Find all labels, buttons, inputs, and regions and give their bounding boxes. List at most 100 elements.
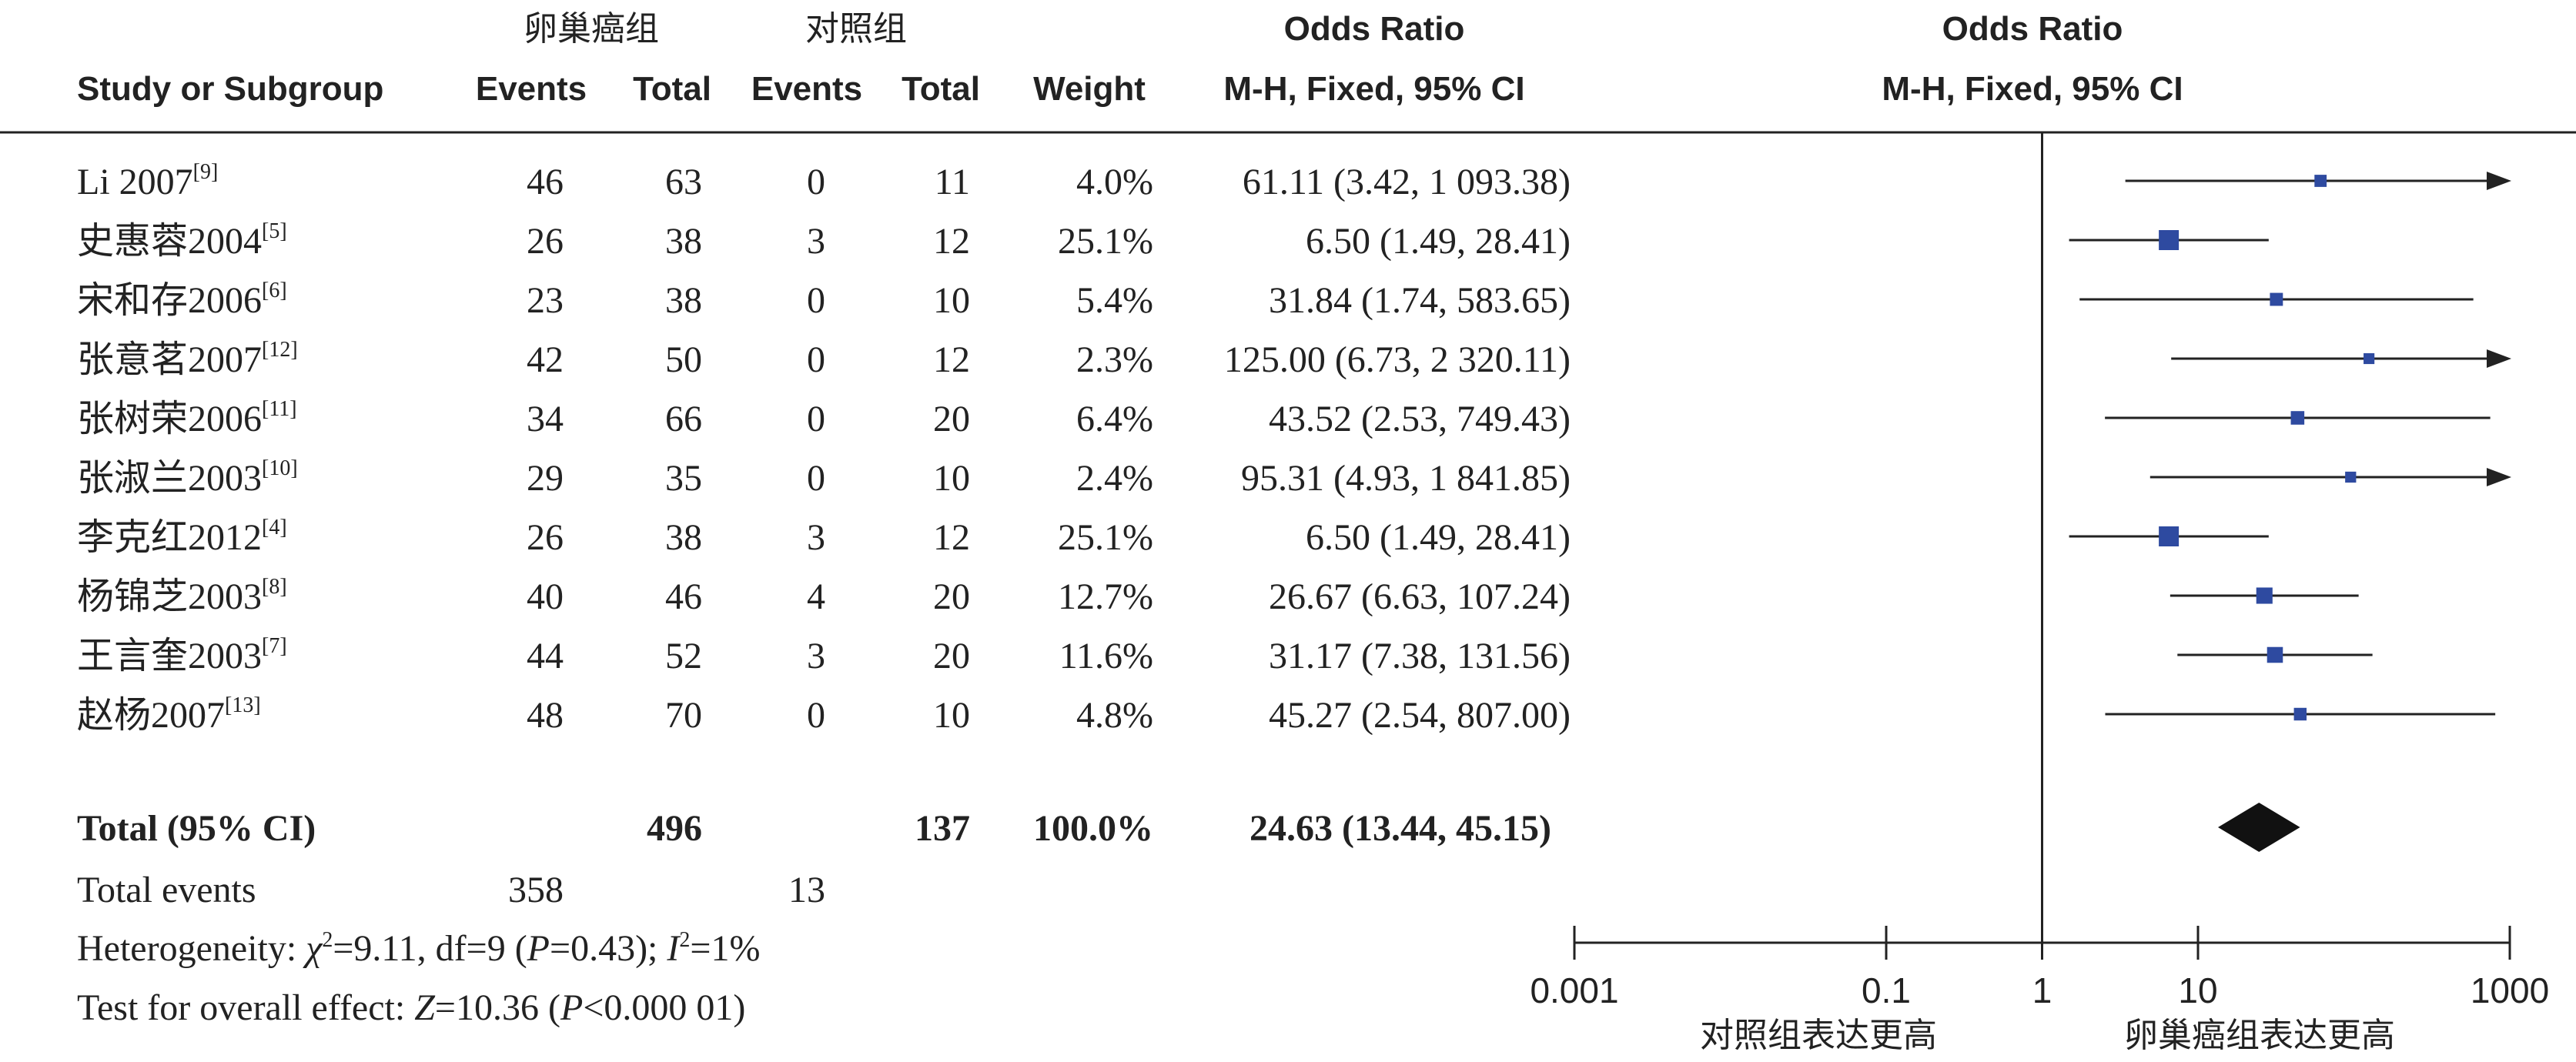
header-or-title-left: Odds Ratio	[1284, 10, 1465, 48]
header-or-method-right: M-H, Fixed, 95% CI	[1882, 70, 2183, 108]
cell-events-1: 26	[527, 517, 564, 558]
total-diamond	[2218, 803, 2300, 852]
cell-total-1: 66	[665, 399, 702, 439]
cell-events-1: 40	[527, 576, 564, 617]
cell-total-2: 20	[933, 636, 970, 676]
cell-odds-ratio-ci: 31.84 (1.74, 583.65)	[1269, 280, 1571, 321]
cell-weight: 25.1%	[1058, 221, 1153, 262]
cell-weight: 5.4%	[1076, 280, 1153, 321]
cell-odds-ratio-ci: 31.17 (7.38, 131.56)	[1269, 636, 1571, 676]
cell-total-2: 10	[933, 280, 970, 321]
cell-total-2: 12	[933, 517, 970, 558]
cell-total-1: 50	[665, 339, 702, 380]
point-estimate-square	[2364, 352, 2375, 365]
cell-events-1: 46	[527, 162, 564, 202]
study-row: 张意茗2007[12] 42 50 0 12 2.3% 125.00 (6.73, 2 32…	[77, 338, 1571, 380]
cell-events-2: 0	[807, 280, 825, 321]
cell-events-2: 0	[807, 458, 825, 499]
study-row: 杨锦芝2003[8] 40 46 4 20 12.7% 26.67 (6.63, 107.2…	[77, 575, 1571, 617]
header-study: Study or Subgroup	[77, 70, 383, 108]
total-t1: 496	[647, 808, 702, 849]
total-events-e1: 358	[508, 870, 564, 910]
cell-events-1: 23	[527, 280, 564, 321]
cell-events-2: 3	[807, 517, 825, 558]
cell-weight: 25.1%	[1058, 517, 1153, 558]
ci-arrow	[2487, 468, 2511, 486]
header-total-1: Total	[633, 70, 711, 108]
total-events-e2: 13	[788, 870, 825, 910]
cell-total-2: 10	[933, 458, 970, 499]
study-name: 赵杨2007[13]	[77, 693, 261, 736]
overall-effect-text: Test for overall effect: Z=10.36 (P<0.00…	[77, 987, 745, 1028]
study-row: 史惠蓉2004[5] 26 38 3 12 25.1% 6.50 (1.49, 28.41)	[77, 219, 1571, 262]
study-name: 张意茗2007[12]	[77, 338, 298, 380]
header-weight: Weight	[1033, 70, 1146, 108]
header-events-1: Events	[476, 70, 587, 108]
x-tick-label: 0.1	[1862, 970, 1911, 1010]
cell-total-2: 12	[933, 339, 970, 380]
x-tick-label: 1000	[2471, 970, 2549, 1010]
cell-events-2: 0	[807, 339, 825, 380]
cell-weight: 11.6%	[1059, 636, 1153, 676]
study-name: Li 2007[9]	[77, 160, 218, 202]
cell-weight: 4.8%	[1076, 695, 1153, 736]
cell-events-1: 26	[527, 221, 564, 262]
cell-total-2: 12	[933, 221, 970, 262]
cell-events-2: 3	[807, 636, 825, 676]
point-estimate-square	[2290, 411, 2305, 425]
study-row: 李克红2012[4] 26 38 3 12 25.1% 6.50 (1.49, 28.41)	[77, 516, 1571, 558]
cell-events-2: 3	[807, 221, 825, 262]
xlabel-left: 对照组表达更高	[1700, 1017, 1937, 1054]
study-name: 张树荣2006[11]	[77, 397, 297, 439]
x-tick-label: 10	[2178, 970, 2217, 1010]
point-estimate-square	[2270, 292, 2283, 306]
total-weight: 100.0%	[1033, 808, 1153, 849]
cell-total-1: 46	[665, 576, 702, 617]
cell-total-1: 35	[665, 458, 702, 499]
cell-total-1: 38	[665, 517, 702, 558]
cell-weight: 6.4%	[1076, 399, 1153, 439]
cell-odds-ratio-ci: 6.50 (1.49, 28.41)	[1306, 517, 1571, 558]
cell-odds-ratio-ci: 61.11 (3.42, 1 093.38)	[1243, 162, 1571, 202]
point-estimate-square	[2159, 230, 2180, 250]
study-name: 史惠蓉2004[5]	[77, 219, 287, 262]
cell-weight: 2.3%	[1076, 339, 1153, 380]
header-or-method-left: M-H, Fixed, 95% CI	[1223, 70, 1524, 108]
xlabel-right: 卵巢癌组表达更高	[2124, 1017, 2395, 1054]
point-estimate-square	[2345, 471, 2357, 483]
study-row: Li 2007[9] 46 63 0 11 4.0% 61.11 (3.42, 1 093.…	[77, 160, 1571, 202]
cell-total-1: 70	[665, 695, 702, 736]
total-ci: 24.63 (13.44, 45.15)	[1250, 808, 1551, 849]
point-estimate-square	[2293, 707, 2307, 721]
study-row: 宋和存2006[6] 23 38 0 10 5.4% 31.84 (1.74, 583.65…	[77, 279, 1571, 321]
total-label: Total (95% CI)	[77, 808, 316, 849]
cell-total-2: 20	[933, 576, 970, 617]
cell-total-2: 10	[933, 695, 970, 736]
cell-odds-ratio-ci: 45.27 (2.54, 807.00)	[1269, 695, 1571, 736]
cell-events-2: 0	[807, 162, 825, 202]
cell-total-2: 11	[935, 162, 970, 202]
study-name: 张淑兰2003[10]	[77, 456, 298, 499]
total-t2: 137	[915, 808, 970, 849]
study-name: 王言奎2003[7]	[77, 634, 287, 676]
cell-total-2: 20	[933, 399, 970, 439]
cell-odds-ratio-ci: 125.00 (6.73, 2 320.11)	[1224, 339, 1571, 380]
study-row: 赵杨2007[13] 48 70 0 10 4.8% 45.27 (2.54, 807.00…	[77, 693, 1571, 736]
header-events-2: Events	[751, 70, 862, 108]
study-name: 李克红2012[4]	[77, 516, 287, 558]
header-group1: 卵巢癌组	[524, 10, 659, 48]
study-rows: Li 2007[9] 46 63 0 11 4.0% 61.11 (3.42, 1 093.…	[77, 160, 1571, 736]
heterogeneity-text: Heterogeneity: χ2=9.11, df=9 (P=0.43); I…	[77, 928, 760, 969]
study-name: 杨锦芝2003[8]	[77, 575, 287, 617]
cell-events-2: 0	[807, 399, 825, 439]
header-or-title-right: Odds Ratio	[1942, 10, 2123, 48]
point-estimate-square	[2267, 646, 2283, 663]
x-tick-label: 1	[2032, 970, 2052, 1010]
study-row: 张淑兰2003[10] 29 35 0 10 2.4% 95.31 (4.93, 1 841…	[77, 456, 1571, 499]
point-estimate-square	[2256, 587, 2273, 604]
cell-odds-ratio-ci: 43.52 (2.53, 749.43)	[1269, 399, 1571, 439]
point-estimate-square	[2159, 526, 2180, 546]
plot-area: 0.001 0.1 1 10 1000	[1530, 132, 2549, 1010]
x-tick-label: 0.001	[1530, 970, 1618, 1010]
